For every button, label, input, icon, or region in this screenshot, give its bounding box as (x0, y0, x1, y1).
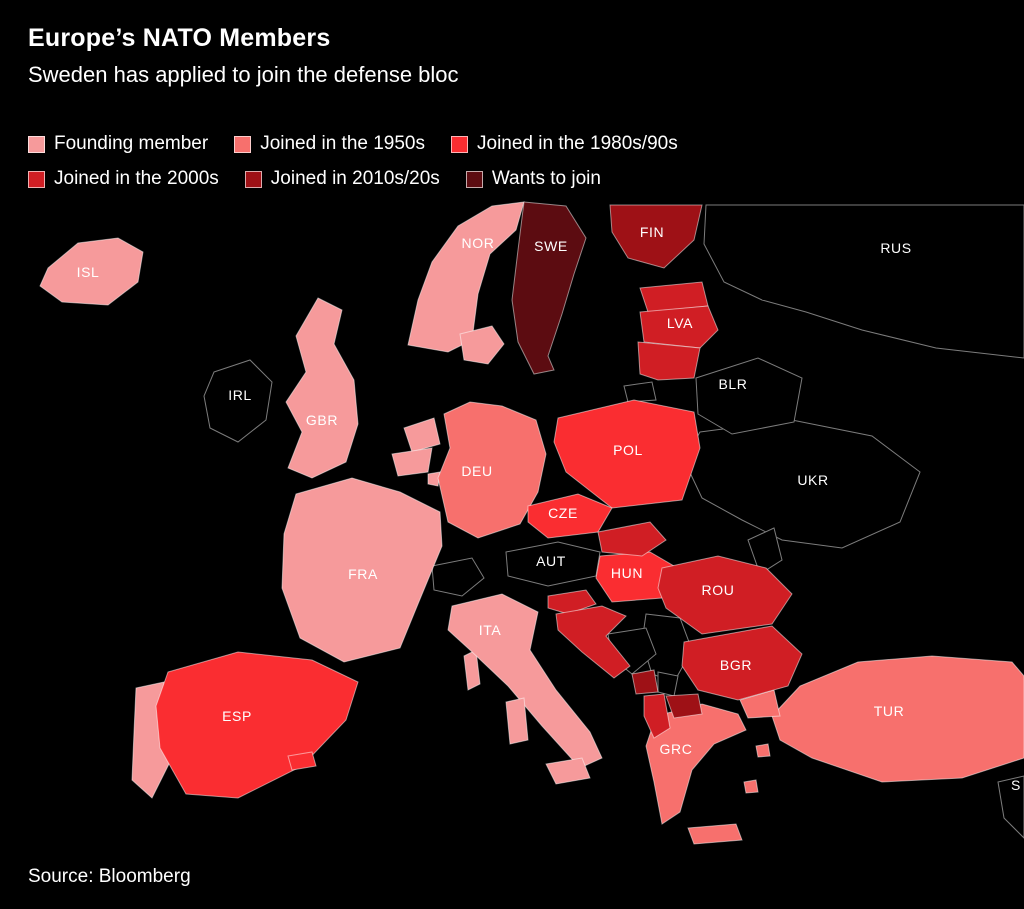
country-esp (287, 751, 317, 771)
map-label-isl: ISL (77, 264, 100, 280)
country-dnk (459, 325, 505, 365)
legend-row: Founding member Joined in the 1950s Joined… (28, 133, 678, 155)
map-label-blr: BLR (718, 376, 747, 392)
country-gbr (285, 297, 359, 479)
map-label-grc: GRC (660, 741, 693, 757)
legend-swatch-wants (465, 170, 483, 188)
country-ukr (683, 419, 921, 549)
map-label-rou: ROU (702, 582, 735, 598)
country-lux (427, 471, 441, 487)
map-label-fin: FIN (640, 224, 664, 240)
country-grc (743, 779, 759, 794)
page-title: Europe’s NATO Members (28, 24, 331, 52)
country-nor (407, 201, 525, 353)
country-rou (657, 555, 793, 635)
legend-item-2010s20s: Joined in 2010s/20s (244, 168, 440, 190)
country-mne (631, 669, 659, 695)
legend-label: Joined in the 2000s (54, 168, 219, 189)
country-nld (403, 417, 441, 453)
country-svk (597, 521, 667, 557)
country-grc (755, 743, 771, 758)
country-alb (643, 693, 671, 739)
country-bgr (681, 625, 803, 701)
map-label-lva: LVA (667, 315, 693, 331)
country-hrv (555, 605, 631, 679)
country-kgd (623, 381, 657, 403)
country-irl (203, 359, 273, 443)
page-subtitle: Sweden has applied to join the defense b… (28, 62, 459, 87)
country-esp (155, 651, 359, 799)
header: Europe’s NATO Members Sweden has applied… (28, 24, 459, 88)
legend-label: Joined in the 1950s (260, 133, 425, 154)
country-ita (505, 697, 529, 745)
map-label-deu: DEU (461, 463, 492, 479)
map-label-esp: ESP (222, 708, 252, 724)
country-ltu (637, 341, 701, 381)
country-pol (553, 399, 701, 509)
country-blr (695, 357, 803, 435)
country-lva (639, 305, 719, 349)
country-syr (997, 775, 1024, 839)
legend-label: Founding member (54, 133, 209, 154)
map-label-gbr: GBR (306, 412, 338, 428)
country-fra (281, 477, 443, 663)
country-rus (703, 204, 1024, 359)
map-label-bgr: BGR (720, 657, 752, 673)
legend-item-wants: Wants to join (465, 168, 601, 190)
legend-swatch-2000s (28, 170, 45, 188)
map-label-s: S (1011, 777, 1021, 793)
legend-item-1980s90s: Joined in the 1980s/90s (451, 133, 678, 155)
country-mkd (665, 693, 703, 719)
country-ita (447, 593, 603, 769)
map-label-swe: SWE (534, 238, 568, 254)
country-bel (391, 447, 433, 477)
map-label-ita: ITA (479, 622, 502, 638)
legend-item-founding: Founding member (28, 133, 208, 155)
country-grc (687, 823, 743, 845)
country-fin (609, 204, 703, 269)
source-credit: Source: Bloomberg (28, 866, 191, 887)
map-label-aut: AUT (536, 553, 566, 569)
country-tur (771, 655, 1024, 783)
country-swe (511, 201, 587, 375)
legend-item-1950s: Joined in the 1950s (234, 133, 425, 155)
country-grc (645, 703, 747, 825)
legend-label: Joined in the 1980s/90s (477, 133, 678, 154)
country-xkx (657, 671, 679, 697)
country-mda (747, 527, 783, 575)
map-label-hun: HUN (611, 565, 643, 581)
legend-swatch-1950s (234, 135, 252, 153)
legend-item-2000s: Joined in the 2000s (28, 168, 219, 190)
legend-swatch-1980s90s (451, 135, 468, 153)
legend-row: Joined in the 2000s Joined in 2010s/20s Wa… (28, 168, 678, 190)
map-label-ukr: UKR (797, 472, 828, 488)
legend-label: Joined in 2010s/20s (270, 168, 440, 189)
country-ita (545, 757, 591, 785)
map-label-cze: CZE (548, 505, 578, 521)
map-label-nor: NOR (462, 235, 495, 251)
country-che (431, 557, 485, 597)
map-label-tur: TUR (874, 703, 905, 719)
legend: Founding member Joined in the 1950s Joined… (28, 133, 678, 190)
map-label-pol: POL (613, 442, 643, 458)
legend-label: Wants to join (491, 168, 601, 189)
legend-swatch-founding (28, 135, 45, 153)
legend-swatch-2010s20s (244, 170, 262, 188)
map-label-fra: FRA (348, 566, 378, 582)
map-label-rus: RUS (880, 240, 911, 256)
map-label-irl: IRL (228, 387, 252, 403)
country-isl (39, 237, 144, 306)
